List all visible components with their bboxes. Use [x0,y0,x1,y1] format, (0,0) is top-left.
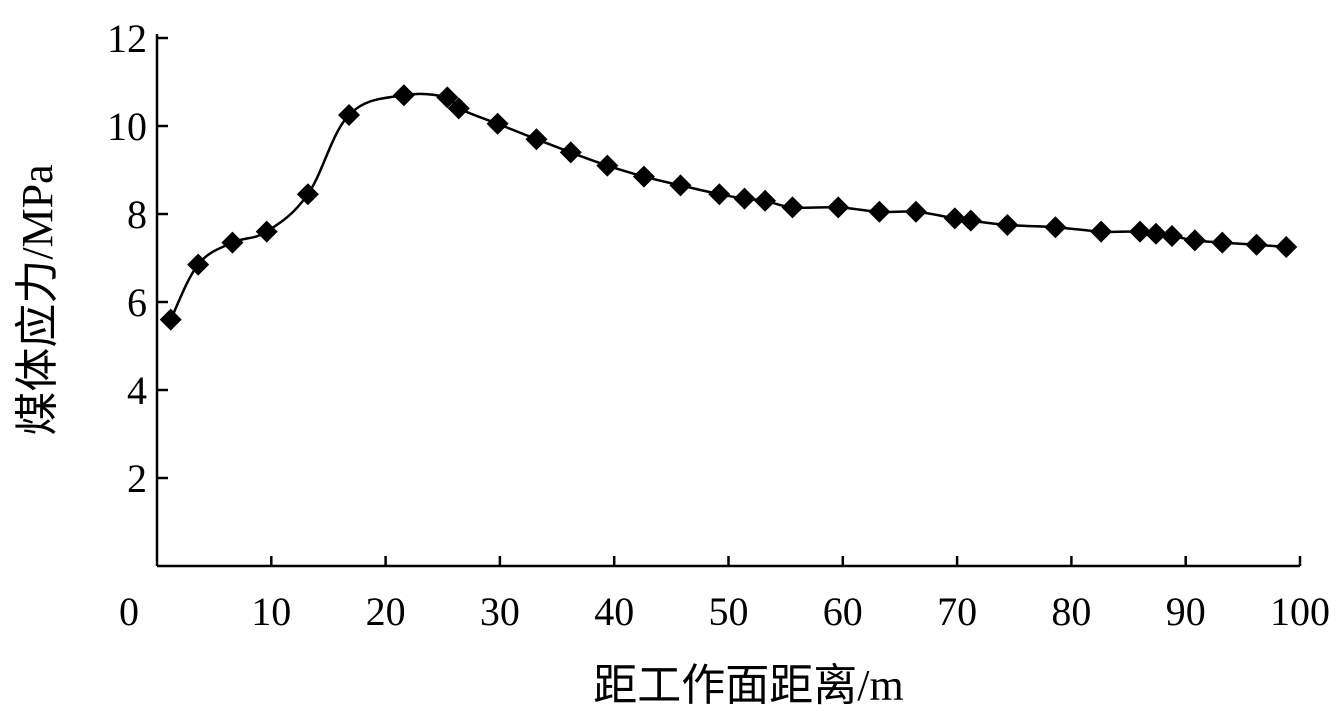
data-point-marker [338,104,361,126]
x-tick-label: 80 [1051,589,1091,634]
axes [155,34,1300,568]
data-point-marker [632,165,655,188]
x-tick-label: 30 [480,589,520,634]
x-axis-ticks: 0 10 20 30 40 50 60 70 80 90 100 [119,556,1330,634]
data-point-marker [1245,233,1268,256]
data-point-marker [1044,216,1067,239]
x-tick-label: 60 [823,589,863,634]
x-tick-label: 20 [366,589,406,634]
x-tick-label: 70 [937,589,977,634]
data-point-marker [669,174,692,197]
data-point-marker [1183,229,1206,252]
data-point-marker [996,214,1019,236]
data-point-marker [827,196,850,219]
data-point-marker [904,200,927,223]
data-point-marker [868,200,891,223]
data-point-marker [708,183,731,206]
data-point-marker [187,253,210,276]
x-tick-label: 10 [251,589,291,634]
x-tick-label: 100 [1270,589,1330,634]
y-tick-label: 12 [107,16,147,61]
data-points [159,84,1298,331]
data-point-marker [559,141,582,164]
data-point-marker [1144,222,1167,245]
y-tick-label: 10 [107,104,147,149]
y-axis-title: 煤体应力/MPa [13,164,62,435]
data-point-marker [255,220,278,243]
data-point-marker [221,231,244,254]
data-point-marker [596,154,619,177]
data-point-marker [1275,236,1298,258]
x-tick-label: 0 [119,589,139,634]
data-point-marker [1090,220,1113,243]
x-tick-label: 90 [1166,589,1206,634]
data-point-marker [943,207,966,230]
data-point-marker [392,84,415,107]
data-point-marker [1211,231,1234,254]
data-point-marker [525,128,548,151]
data-point-marker [159,308,182,331]
data-point-marker [959,209,982,232]
data-point-marker [781,196,804,219]
data-point-marker [733,187,756,210]
y-axis-ticks: 2 4 6 8 10 12 [107,16,168,501]
y-tick-label: 6 [127,280,147,325]
x-tick-label: 50 [709,589,749,634]
y-tick-label: 4 [127,368,147,413]
y-tick-label: 8 [127,192,147,237]
data-point-marker [296,183,319,206]
data-point-marker [486,112,509,135]
x-axis-title: 距工作面距离/m [593,661,903,710]
data-point-marker [1128,220,1151,243]
y-tick-label: 2 [127,456,147,501]
series-line [169,92,1287,321]
data-point-marker [447,97,470,120]
x-tick-label: 40 [594,589,634,634]
data-point-marker [436,86,459,109]
data-point-marker [1160,225,1183,247]
data-point-marker [754,189,777,212]
